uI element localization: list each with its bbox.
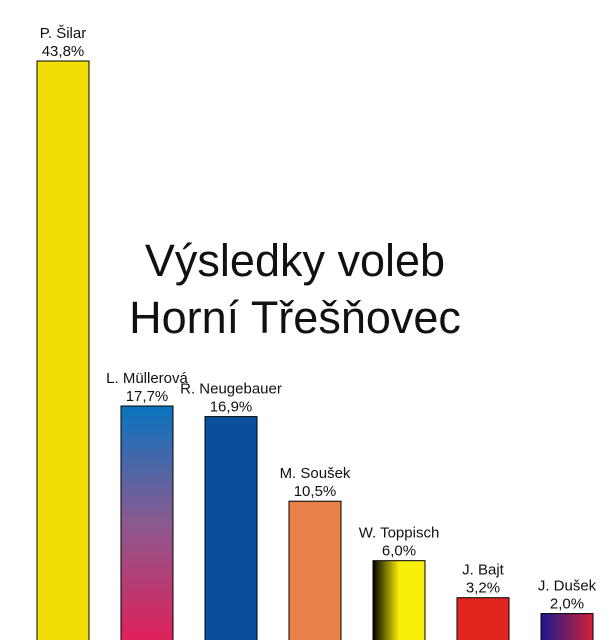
bar-3 <box>204 416 258 640</box>
bar-value-label-3: 16,9% <box>210 399 253 416</box>
bar-category-label-4: M. Soušek <box>280 465 351 482</box>
bar-value-label-1: 43,8% <box>42 43 85 60</box>
chart-title-line-1: Výsledky voleb <box>145 235 445 286</box>
bar-category-label-1: P. Šilar <box>40 25 86 42</box>
bar-4 <box>288 500 342 640</box>
bar-value-label-6: 3,2% <box>466 580 500 597</box>
chart-title-line-2: Horní Třešňovec <box>129 292 461 343</box>
bars-layer <box>36 60 594 640</box>
bar-value-label-2: 17,7% <box>126 388 169 405</box>
bar-category-label-2: L. Müllerová <box>106 370 188 387</box>
bar-category-label-3: R. Neugebauer <box>180 381 282 398</box>
bar-7 <box>540 613 594 640</box>
bar-5 <box>372 560 426 640</box>
bar-category-label-5: W. Toppisch <box>359 525 440 542</box>
bar-category-label-6: J. Bajt <box>462 562 505 579</box>
bar-value-label-4: 10,5% <box>294 483 337 500</box>
bar-1 <box>36 60 90 640</box>
bar-value-label-5: 6,0% <box>382 543 416 560</box>
bar-value-label-7: 2,0% <box>550 596 584 613</box>
bar-6 <box>456 597 510 640</box>
bar-category-label-7: J. Dušek <box>538 578 597 595</box>
bar-2 <box>120 405 174 640</box>
